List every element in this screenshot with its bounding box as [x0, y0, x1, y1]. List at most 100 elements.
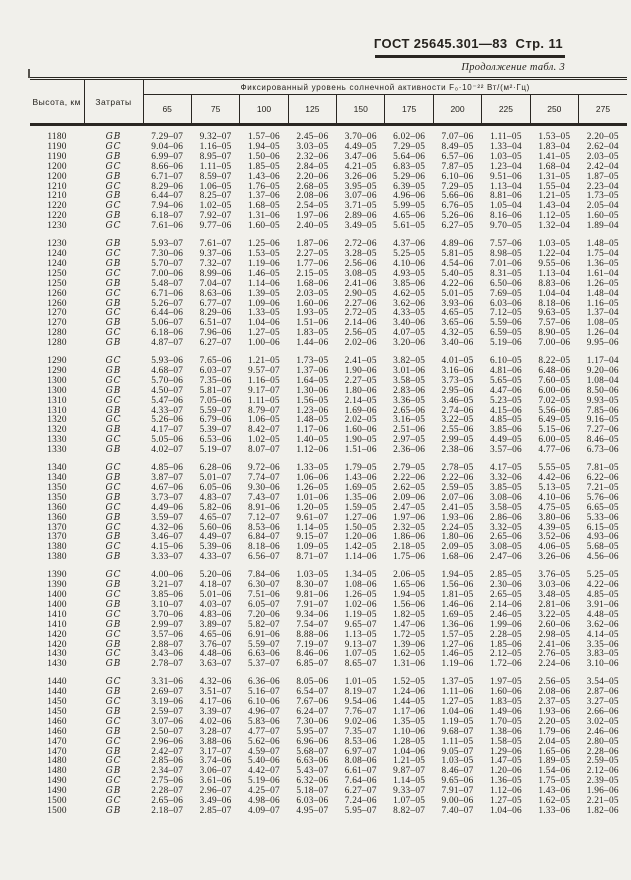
- value-cell: 2.96–06: [151, 736, 184, 747]
- value-cell: 5.83–06: [247, 716, 280, 727]
- value-cell: 3.52–06: [538, 532, 571, 543]
- value-cell: 2.45–06: [296, 132, 329, 142]
- table-row: 1230 GB 5.93–07 7.61–07 1.25–06 1.87–06 2.72–0…: [30, 239, 627, 250]
- value-cell: 2.18–07: [151, 806, 184, 816]
- table-row: 1450 GC 3.19–06 4.17–06 6.10–06 7.67–06 9.54–0…: [30, 697, 627, 708]
- cost-type-cell: GC: [105, 221, 122, 232]
- value-cell: 2.08–06: [296, 191, 329, 202]
- value-cell: 2.12–05: [489, 649, 522, 660]
- value-cell: 8.07–07: [247, 445, 280, 456]
- value-cell: 1.96–06: [586, 786, 619, 797]
- value-cell: 1.19–06: [247, 258, 280, 269]
- value-cell: 2.14–06: [344, 318, 377, 329]
- value-cell: 1.04–06: [441, 706, 474, 717]
- flux-level-header: 175: [384, 94, 434, 126]
- value-cell: 3.76–05: [538, 570, 571, 581]
- value-cell: 3.08–05: [489, 542, 522, 553]
- value-cell: 7.69–05: [489, 288, 522, 299]
- value-cell: 5.05–06: [151, 435, 184, 446]
- value-cell: 5.25–05: [393, 248, 426, 259]
- value-cell: 5.95–07: [296, 726, 329, 737]
- value-cell: 7.12–05: [489, 308, 522, 319]
- value-cell: 7.57–06: [538, 318, 571, 329]
- value-cell: 3.47–06: [344, 151, 377, 162]
- value-cell: 8.53–06: [344, 736, 377, 747]
- value-cell: 2.88–07: [151, 639, 184, 650]
- value-cell: 3.07–06: [344, 191, 377, 202]
- height-cell: 1480: [47, 756, 67, 767]
- cost-type-cell: GC: [105, 181, 122, 192]
- value-cell: 8.59–07: [199, 171, 232, 182]
- height-cell: 1250: [47, 278, 67, 289]
- value-cell: 2.03–05: [586, 151, 619, 162]
- value-cell: 2.06–05: [393, 570, 426, 581]
- table-row: 1370 GC 4.32–06 5.60–06 8.53–06 1.14–05 1.50–0…: [30, 522, 627, 534]
- value-cell: 4.93–06: [586, 532, 619, 543]
- value-cell: 4.02–06: [199, 716, 232, 727]
- value-cell: 3.33–07: [151, 552, 184, 563]
- value-cell: 5.39–07: [199, 425, 232, 436]
- height-cell: 1190: [47, 151, 67, 162]
- value-cell: 1.80–06: [441, 532, 474, 543]
- value-cell: 3.01–06: [393, 365, 426, 376]
- value-cell: 2.50–07: [151, 726, 184, 737]
- value-cell: 1.48–05: [296, 415, 329, 426]
- value-cell: 7.74–07: [247, 473, 280, 483]
- cost-type-cell: GC: [105, 677, 122, 688]
- table-row: 1470 GB 2.42–07 3.17–07 4.59–07 5.68–07 6.97–0…: [30, 746, 627, 758]
- value-cell: 1.12–06: [296, 445, 329, 456]
- value-cell: 4.47–06: [489, 385, 522, 396]
- value-cell: 9.77–06: [199, 221, 232, 232]
- value-cell: 3.61–06: [199, 776, 232, 787]
- value-cell: 1.59–05: [344, 502, 377, 513]
- value-cell: 1.87–05: [586, 171, 619, 182]
- cost-type-cell: GB: [105, 445, 122, 456]
- value-cell: 3.62–06: [393, 298, 426, 309]
- value-cell: 1.13–05: [344, 629, 377, 640]
- value-cell: 1.94–05: [247, 141, 280, 152]
- value-cell: 5.62–06: [247, 736, 280, 747]
- value-cell: 1.27–06: [441, 639, 474, 650]
- value-cell: 6.76–05: [441, 201, 474, 212]
- value-cell: 3.85–06: [393, 278, 426, 289]
- cost-type-cell: GC: [105, 629, 122, 640]
- value-cell: 1.04–06: [247, 318, 280, 329]
- value-cell: 4.77–06: [538, 445, 571, 456]
- value-cell: 7.27–06: [586, 425, 619, 436]
- value-cell: 1.38–06: [489, 726, 522, 737]
- value-cell: 2.24–05: [441, 522, 474, 533]
- height-cell: 1430: [47, 649, 67, 660]
- table-row: 1340 GC 4.85–06 6.28–06 9.72–06 1.33–05 1.79–0…: [30, 463, 627, 474]
- value-cell: 3.85–05: [489, 482, 522, 493]
- value-cell: 6.97–07: [344, 746, 377, 757]
- table-row: 1460 GC 3.07–06 4.02–06 5.83–06 7.30–06 9.02–0…: [30, 716, 627, 728]
- table-row: 1260 GC 6.71–06 8.63–06 1.39–05 2.03–05 2.90–0…: [30, 288, 627, 300]
- value-cell: 3.28–05: [344, 248, 377, 259]
- value-cell: 2.55–06: [441, 425, 474, 436]
- table-row: 1390 GC 4.00–06 5.20–06 7.84–06 1.03–05 1.34–0…: [30, 570, 627, 581]
- value-cell: 7.19–07: [296, 639, 329, 650]
- height-cell: 1460: [47, 716, 67, 727]
- value-cell: 1.21–05: [393, 756, 426, 767]
- value-cell: 1.89–04: [586, 221, 619, 232]
- value-cell: 1.09–06: [247, 298, 280, 309]
- value-cell: 2.84–05: [296, 161, 329, 172]
- value-cell: 8.98–05: [489, 248, 522, 259]
- value-cell: 2.20–06: [296, 171, 329, 182]
- cost-type-cell: GC: [105, 356, 122, 367]
- table-row: 1250 GB 5.48–07 7.04–07 1.14–06 1.68–06 2.41–0…: [30, 278, 627, 290]
- cost-type-cell: GB: [105, 385, 122, 396]
- cost-type-cell: GB: [105, 425, 122, 436]
- value-cell: 9.93–05: [586, 395, 619, 406]
- value-cell: 3.62–06: [586, 619, 619, 630]
- height-cell: 1350: [47, 492, 67, 503]
- value-cell: 7.02–05: [538, 395, 571, 406]
- height-cell: 1470: [47, 736, 67, 747]
- value-cell: 3.27–05: [586, 697, 619, 708]
- value-cell: 7.76–07: [344, 706, 377, 717]
- value-cell: 7.00–06: [151, 268, 184, 279]
- value-cell: 1.94–05: [393, 589, 426, 600]
- value-cell: 1.03–05: [441, 756, 474, 767]
- value-cell: 1.60–06: [296, 298, 329, 309]
- table-row: 1470 GC 2.96–06 3.88–06 5.62–06 6.96–06 8.53–0…: [30, 736, 627, 748]
